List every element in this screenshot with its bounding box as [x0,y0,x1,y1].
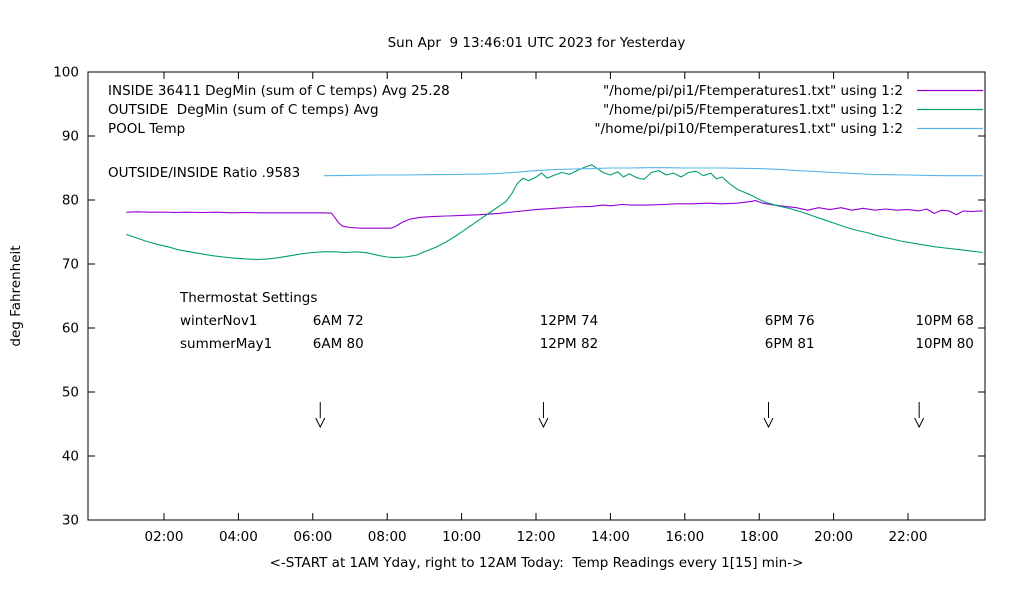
y-tick-label: 90 [62,129,79,145]
x-tick-label: 02:00 [145,529,184,545]
legend-left-label: INSIDE 36411 DegMin (sum of C temps) Avg… [108,83,450,99]
x-tick-label: 18:00 [740,529,779,545]
y-tick-label: 50 [62,385,79,401]
legend-left-label: OUTSIDE DegMin (sum of C temps) Avg [108,102,379,118]
legend-file-label: "/home/pi/pi5/Ftemperatures1.txt" using … [603,102,903,118]
series-outside-line [126,164,983,261]
y-tick-label: 70 [62,257,79,273]
thermostat-setting: 12PM 74 [540,313,598,329]
time-arrow-head [914,417,925,429]
legend-file-label: "/home/pi/pi1/Ftemperatures1.txt" using … [603,83,903,99]
x-tick-label: 08:00 [368,529,407,545]
x-tick-label: 22:00 [889,529,928,545]
thermostat-setting: 10PM 68 [915,313,973,329]
y-tick-label: 80 [62,193,79,209]
time-arrow-head [763,417,774,429]
legend-file-label: "/home/pi/pi10/Ftemperatures1.txt" using… [594,121,903,137]
thermostat-setting: 12PM 82 [540,336,598,352]
y-tick-label: 100 [53,65,79,81]
y-axis-label: deg Fahrenheit [8,245,24,346]
thermostat-row-name: summerMay1 [180,336,272,352]
x-tick-label: 04:00 [219,529,258,545]
x-tick-label: 10:00 [442,529,481,545]
x-tick-label: 16:00 [665,529,704,545]
x-tick-label: 12:00 [517,529,556,545]
y-tick-label: 60 [62,321,79,337]
series-pool-line [323,167,983,177]
time-arrow-head [315,417,326,429]
thermostat-setting: 6PM 76 [765,313,815,329]
x-tick-label: 20:00 [814,529,853,545]
x-axis-label: <-START at 1AM Yday, right to 12AM Today… [270,555,804,571]
x-tick-label: 14:00 [591,529,630,545]
y-tick-label: 30 [62,513,79,529]
y-tick-label: 40 [62,449,79,465]
x-tick-label: 06:00 [293,529,332,545]
ratio-label: OUTSIDE/INSIDE Ratio .9583 [108,165,300,181]
thermostat-setting: 6PM 81 [765,336,815,352]
thermostat-setting: 10PM 80 [915,336,973,352]
legend-left-label: POOL Temp [108,121,185,137]
thermostat-title: Thermostat Settings [179,290,317,306]
thermostat-setting: 6AM 80 [313,336,364,352]
thermostat-setting: 6AM 72 [313,313,364,329]
series-inside-line [126,200,983,229]
time-arrow-head [538,417,549,429]
thermostat-row-name: winterNov1 [180,313,257,329]
chart-title: Sun Apr 9 13:46:01 UTC 2023 for Yesterda… [388,35,686,51]
